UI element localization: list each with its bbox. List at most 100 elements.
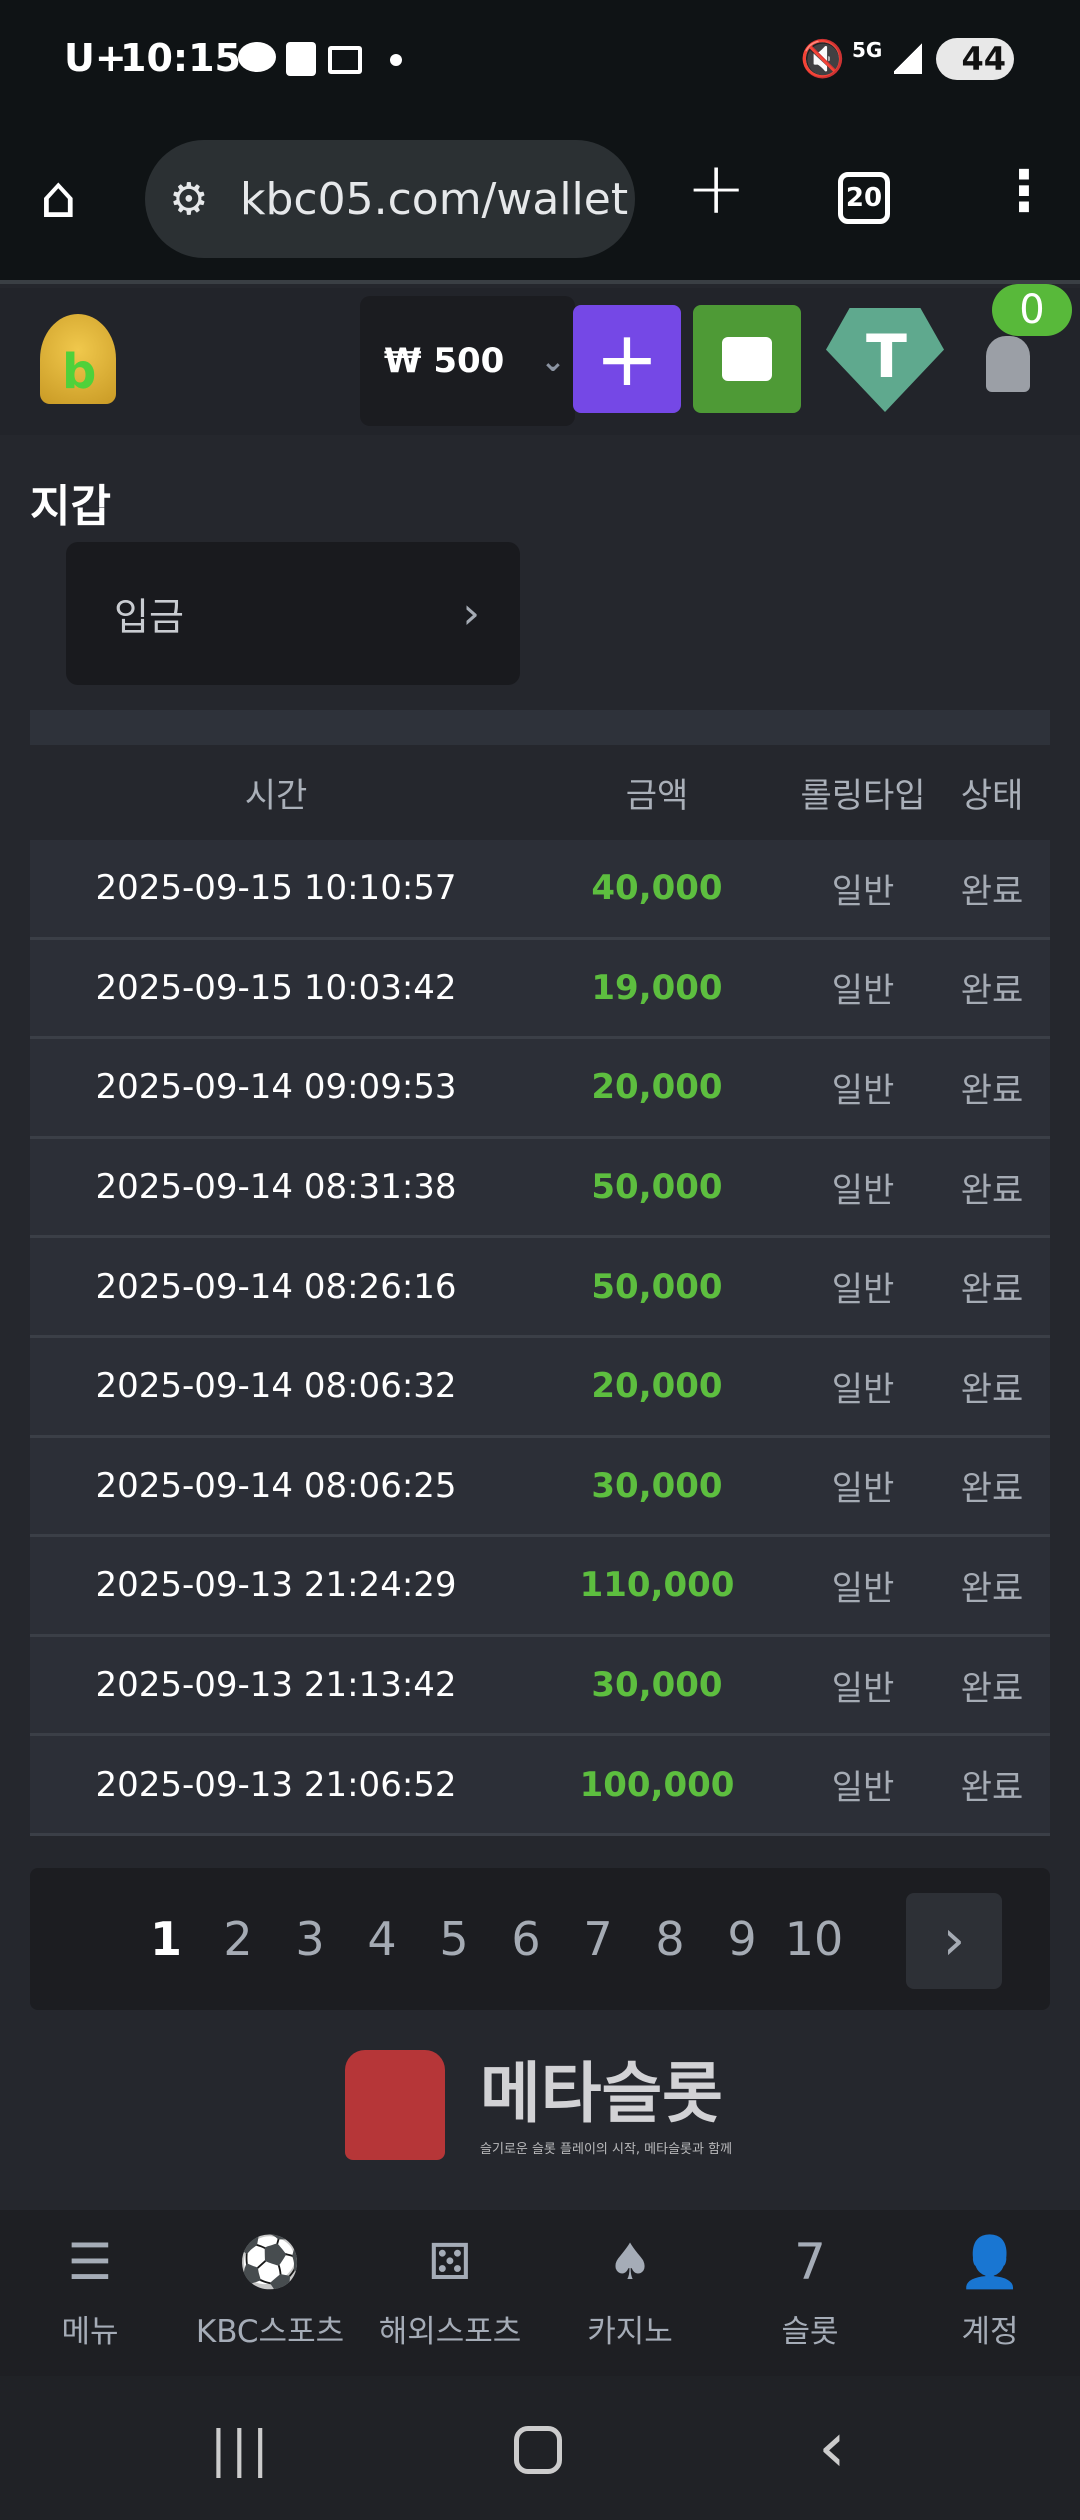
- talk-icon: [238, 42, 276, 72]
- chevron-right-icon: ›: [942, 1908, 966, 1973]
- nav-item-2[interactable]: ⚄ 해외스포츠: [360, 2210, 540, 2376]
- vault-button[interactable]: [693, 305, 801, 413]
- cards-icon: ♠: [607, 2233, 653, 2291]
- row-status: 완료: [960, 1369, 1024, 1410]
- row-amount: 20,000: [591, 1067, 723, 1108]
- nav-item-1[interactable]: ⚽ KBC스포츠: [180, 2210, 360, 2376]
- page-7[interactable]: 7: [583, 1912, 613, 1966]
- page-5[interactable]: 5: [439, 1912, 469, 1966]
- table-header: 시간 금액 롤링타입 상태: [30, 745, 1050, 840]
- status-bar: U+ 10:15 🔇 5G 44: [0, 0, 1080, 112]
- user-coin-icon: 👤: [958, 2233, 1022, 2291]
- row-time: 2025-09-13 21:13:42: [95, 1665, 457, 1706]
- row-status: 완료: [960, 1270, 1024, 1311]
- chevron-right-icon: ›: [462, 588, 480, 639]
- page-10[interactable]: 10: [784, 1912, 844, 1966]
- network-label: 5G: [852, 38, 883, 62]
- row-rolling-type: 일반: [831, 1270, 895, 1311]
- logo-letter: b: [62, 344, 97, 400]
- chevron-down-icon: ⌄: [540, 343, 566, 379]
- nav-label: 메뉴: [61, 2314, 119, 2350]
- table-row: 2025-09-14 09:09:53 20,000 일반 완료: [30, 1039, 1050, 1139]
- row-time: 2025-09-13 21:06:52: [95, 1764, 457, 1805]
- header-amount: 금액: [625, 776, 689, 816]
- nav-label: 해외스포츠: [378, 2314, 522, 2350]
- soccer-ball-icon: ⚽: [238, 2233, 302, 2291]
- nav-item-0[interactable]: ☰ 메뉴: [0, 2210, 180, 2376]
- deposit-tab[interactable]: 입금 ›: [66, 542, 520, 685]
- nav-label: 슬롯: [781, 2314, 839, 2350]
- nav-item-3[interactable]: ♠ 카지노: [540, 2210, 720, 2376]
- watermark-subtitle: 슬기로운 슬롯 플레이의 시작, 메타슬롯과 함께: [480, 2142, 733, 2157]
- url-bar[interactable]: ⚙ kbc05.com/wallet: [145, 140, 635, 258]
- header-time: 시간: [244, 776, 308, 816]
- deposit-history-table: 시간 금액 롤링타입 상태 2025-09-15 10:10:57 40,000 일…: [30, 710, 1050, 1836]
- page-8[interactable]: 8: [655, 1912, 685, 1966]
- back-icon[interactable]: ‹: [818, 2406, 846, 2488]
- header-rolling: 롤링타입: [800, 776, 926, 816]
- safe-icon: [722, 337, 772, 381]
- page-4[interactable]: 4: [367, 1912, 397, 1966]
- row-status: 완료: [960, 1469, 1024, 1510]
- row-amount: 110,000: [579, 1565, 735, 1606]
- table-row: 2025-09-14 08:26:16 50,000 일반 완료: [30, 1238, 1050, 1338]
- bell-icon[interactable]: [986, 336, 1030, 392]
- carrier: U+: [64, 36, 127, 80]
- page-2[interactable]: 2: [223, 1912, 253, 1966]
- notification-badge: 0: [992, 284, 1072, 336]
- row-status: 완료: [960, 1170, 1024, 1211]
- balance-value: ₩ 500: [384, 341, 505, 381]
- row-status: 완료: [960, 971, 1024, 1012]
- row-status: 완료: [960, 1668, 1024, 1709]
- home-button-icon[interactable]: [514, 2426, 562, 2474]
- row-amount: 40,000: [591, 868, 723, 909]
- watermark: 메타슬롯 슬기로운 슬롯 플레이의 시작, 메타슬롯과 함께: [345, 2040, 745, 2170]
- nav-item-5[interactable]: 👤 계정: [900, 2210, 1080, 2376]
- row-amount: 19,000: [591, 967, 723, 1008]
- tether-button[interactable]: T: [826, 308, 944, 412]
- add-funds-button[interactable]: +: [573, 305, 681, 413]
- nav-label: KBC스포츠: [195, 2314, 345, 2350]
- row-time: 2025-09-14 08:31:38: [95, 1167, 457, 1208]
- table-row: 2025-09-13 21:24:29 110,000 일반 완료: [30, 1537, 1050, 1637]
- row-amount: 50,000: [591, 1167, 723, 1208]
- table-row: 2025-09-13 21:06:52 100,000 일반 완료: [30, 1736, 1050, 1836]
- new-tab-icon[interactable]: +: [686, 146, 747, 230]
- site-settings-icon[interactable]: ⚙: [169, 174, 209, 225]
- page-1[interactable]: 1: [149, 1912, 182, 1966]
- row-amount: 100,000: [579, 1764, 735, 1805]
- tether-icon: T: [866, 322, 907, 392]
- row-rolling-type: 일반: [831, 1469, 895, 1510]
- nav-item-4[interactable]: 7 슬롯: [720, 2210, 900, 2376]
- nav-label: 카지노: [587, 2314, 673, 2350]
- page-6[interactable]: 6: [511, 1912, 541, 1966]
- bottom-nav: ☰ 메뉴 ⚽ KBC스포츠 ⚄ 해외스포츠 ♠ 카지노 7 슬롯 👤 계정: [0, 2210, 1080, 2376]
- row-time: 2025-09-15 10:03:42: [95, 967, 457, 1008]
- recent-apps-icon[interactable]: |||: [210, 2420, 273, 2478]
- home-icon[interactable]: ⌂: [40, 163, 77, 231]
- page-9[interactable]: 9: [727, 1912, 757, 1966]
- row-amount: 50,000: [591, 1266, 723, 1307]
- site-logo[interactable]: b: [40, 314, 116, 404]
- table-row: 2025-09-15 10:03:42 19,000 일반 완료: [30, 939, 1050, 1040]
- browser-toolbar: ⌂ ⚙ kbc05.com/wallet + 20 ⋮: [0, 112, 1080, 284]
- row-rolling-type: 일반: [831, 1768, 895, 1809]
- site-header: b ₩ 500 ⌄ + T 0: [0, 284, 1080, 435]
- row-time: 2025-09-15 10:10:57: [95, 868, 457, 909]
- row-amount: 30,000: [591, 1465, 723, 1506]
- watermark-title: 메타슬롯: [480, 2055, 723, 2132]
- row-status: 완료: [960, 1768, 1024, 1809]
- more-menu-icon[interactable]: ⋮: [996, 159, 1052, 224]
- balance-dropdown[interactable]: ₩ 500 ⌄: [360, 296, 575, 426]
- row-rolling-type: 일반: [831, 871, 895, 912]
- table-row: 2025-09-13 21:13:42 30,000 일반 완료: [30, 1636, 1050, 1737]
- row-rolling-type: 일반: [831, 971, 895, 1012]
- next-page-button[interactable]: ›: [906, 1893, 1002, 1989]
- page-3[interactable]: 3: [295, 1912, 325, 1966]
- table-row: 2025-09-14 08:06:32 20,000 일반 완료: [30, 1337, 1050, 1438]
- table-top-band: [30, 710, 1050, 745]
- row-time: 2025-09-13 21:24:29: [95, 1565, 457, 1606]
- row-time: 2025-09-14 08:06:32: [95, 1366, 457, 1407]
- tab-switcher-button[interactable]: 20: [838, 172, 890, 224]
- dice-icon: ⚄: [428, 2233, 472, 2291]
